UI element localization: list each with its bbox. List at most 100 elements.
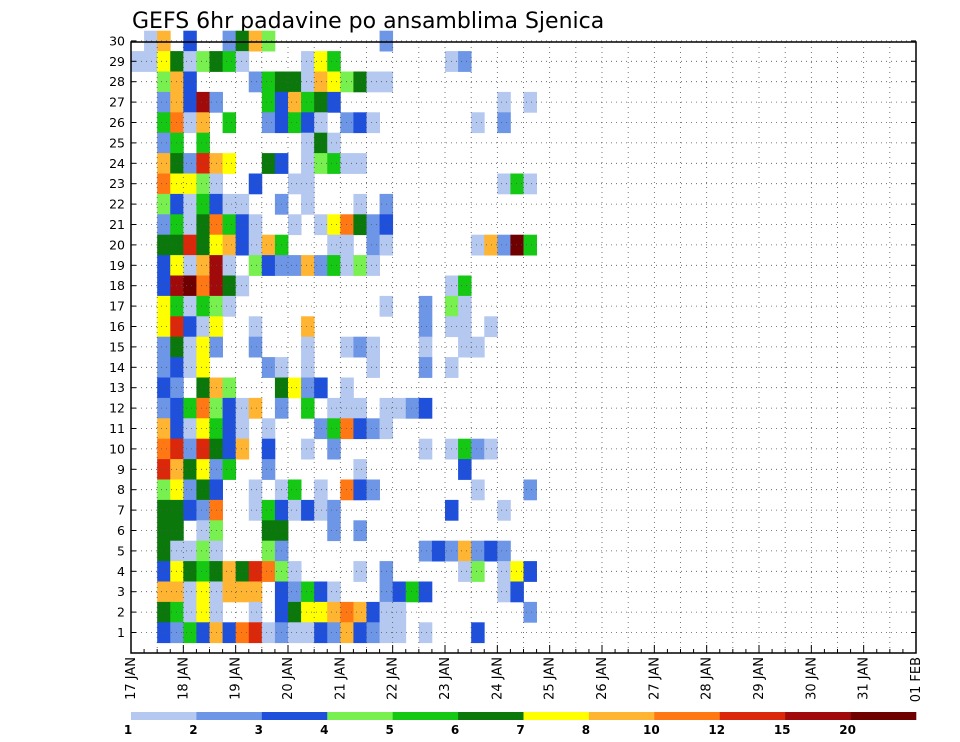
y-axis-ticks: 1234567891011121314151617181920212223242… xyxy=(109,33,916,640)
heatmap-cell xyxy=(183,397,197,419)
y-tick-label: 13 xyxy=(109,380,125,395)
heatmap-cell xyxy=(288,561,302,582)
heatmap-cell xyxy=(196,357,210,378)
heatmap-cell xyxy=(183,193,197,215)
heatmap-cell xyxy=(196,234,210,256)
heatmap-cell xyxy=(183,173,197,195)
heatmap-cell xyxy=(431,540,446,562)
heatmap-cell xyxy=(418,316,433,338)
x-tick-label: 21 JAN xyxy=(333,657,348,700)
heatmap-cell xyxy=(183,214,197,236)
heatmap-cell xyxy=(301,51,315,72)
heatmap-cell xyxy=(261,561,276,582)
heatmap-cell xyxy=(235,418,250,440)
heatmap-cell xyxy=(366,71,380,93)
heatmap-cell xyxy=(183,622,197,644)
legend-swatch xyxy=(523,712,590,720)
heatmap-cell xyxy=(327,91,341,113)
heatmap-cell xyxy=(261,234,276,256)
heatmap-cell xyxy=(144,51,158,72)
heatmap-cell xyxy=(327,601,341,623)
y-tick-label: 29 xyxy=(109,54,125,69)
heatmap-cell xyxy=(157,51,171,72)
heatmap-cell xyxy=(327,234,341,256)
heatmap-cell xyxy=(248,622,263,644)
heatmap-cell xyxy=(235,234,250,256)
heatmap-cell xyxy=(196,336,210,358)
heatmap-cell xyxy=(301,173,315,195)
heatmap-cell xyxy=(222,377,237,399)
heatmap-cell xyxy=(183,479,197,501)
heatmap-cell xyxy=(183,91,197,113)
heatmap-cell xyxy=(353,112,367,134)
legend-swatch xyxy=(392,712,459,720)
legend-swatch xyxy=(196,712,263,720)
heatmap-cell xyxy=(157,255,171,276)
heatmap-cell xyxy=(222,234,237,256)
heatmap-cell xyxy=(222,112,237,134)
heatmap-cell xyxy=(497,561,511,582)
heatmap-cell xyxy=(353,418,367,440)
heatmap-cell xyxy=(327,132,341,154)
heatmap-cell xyxy=(183,336,197,358)
heatmap-cell xyxy=(353,71,367,93)
heatmap-cell xyxy=(183,540,197,562)
heatmap-cell xyxy=(327,581,341,603)
legend-swatch xyxy=(719,712,786,720)
heatmap-cell xyxy=(497,91,511,113)
heatmap-cell xyxy=(353,397,367,419)
heatmap-cell xyxy=(288,112,302,134)
heatmap-cell xyxy=(157,499,171,521)
heatmap-cell xyxy=(484,316,498,338)
heatmap-cell xyxy=(183,295,197,317)
heatmap-cell xyxy=(458,336,472,358)
heatmap-cell xyxy=(196,193,210,215)
legend-swatch xyxy=(588,712,655,720)
heatmap-cell xyxy=(157,520,171,542)
heatmap-cell xyxy=(418,540,433,562)
heatmap-cell xyxy=(157,601,171,623)
heatmap-cell xyxy=(222,561,237,582)
heatmap-cell xyxy=(183,51,197,72)
heatmap-cell xyxy=(157,30,171,52)
heatmap-cell xyxy=(196,132,210,154)
heatmap-cell xyxy=(301,377,315,399)
x-tick-label: 24 JAN xyxy=(490,657,505,700)
heatmap-cell xyxy=(523,479,537,501)
heatmap-cell xyxy=(301,336,315,358)
heatmap-cell xyxy=(183,316,197,338)
x-tick-label: 31 JAN xyxy=(857,657,872,700)
heatmap-cell xyxy=(157,438,171,460)
heatmap-cell xyxy=(248,601,263,623)
y-tick-label: 10 xyxy=(109,441,125,456)
heatmap-cell xyxy=(248,214,263,236)
heatmap-cell xyxy=(235,275,250,297)
heatmap-cell xyxy=(196,581,210,603)
heatmap-cell xyxy=(183,438,197,460)
heatmap-cell xyxy=(248,30,263,52)
y-tick-label: 20 xyxy=(109,237,125,252)
y-tick-label: 24 xyxy=(109,156,125,171)
heatmap-cell xyxy=(301,499,315,521)
heatmap-cell xyxy=(196,275,210,297)
heatmap-cell xyxy=(261,357,276,378)
heatmap-cell xyxy=(157,459,171,480)
heatmap-cell xyxy=(418,357,433,378)
heatmap-cell xyxy=(235,397,250,419)
legend-label: 12 xyxy=(708,723,725,737)
y-tick-label: 28 xyxy=(109,74,125,89)
heatmap-cell xyxy=(340,214,354,236)
heatmap-cell xyxy=(340,234,354,256)
x-tick-label: 22 JAN xyxy=(386,657,401,700)
heatmap-cell xyxy=(222,30,237,52)
heatmap-cell xyxy=(314,112,328,134)
heatmap-cell xyxy=(196,112,210,134)
grid-lines xyxy=(131,40,916,653)
heatmap-cell xyxy=(157,336,171,358)
heatmap-cell xyxy=(327,438,341,460)
chart-title: GEFS 6hr padavine po ansamblima Sjenica xyxy=(132,9,604,34)
heatmap-cell xyxy=(248,479,263,501)
legend-swatch xyxy=(458,712,524,720)
heatmap-cell xyxy=(261,153,276,174)
y-tick-label: 17 xyxy=(109,299,125,314)
